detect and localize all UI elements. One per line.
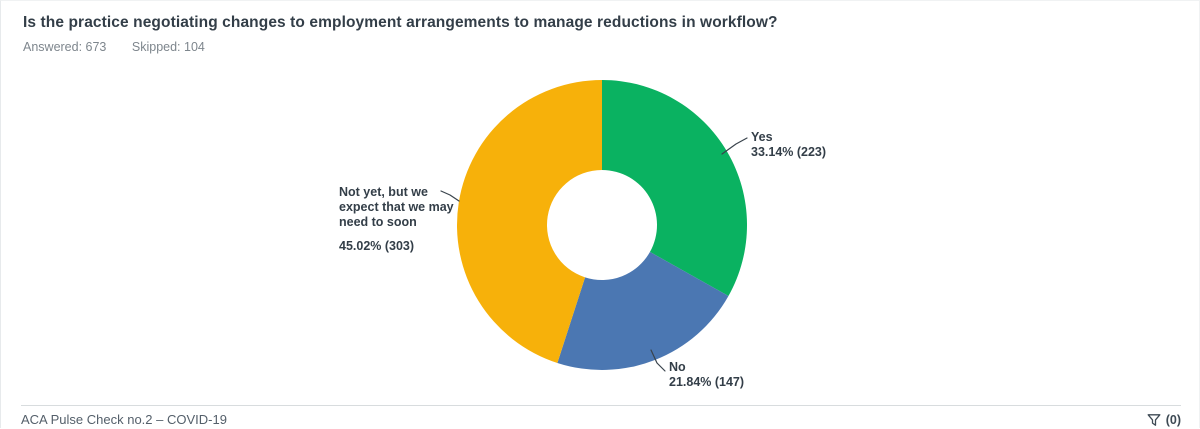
leader-line-not-yet — [440, 190, 460, 202]
funnel-icon — [1147, 413, 1161, 427]
footer: ACA Pulse Check no.2 – COVID-19 (0) — [21, 405, 1181, 427]
response-stats: Answered: 673 Skipped: 104 — [23, 40, 205, 54]
filter-button[interactable]: (0) — [1147, 413, 1181, 427]
donut-slice-not-yet-but-we-expect-th[interactable] — [457, 80, 602, 363]
donut-slices — [457, 80, 748, 371]
slice-value: 21.84% (147) — [669, 375, 745, 389]
slice-name: Not yet, but we expect that we may need … — [339, 185, 454, 229]
slice-label-no: No 21.84% (147) — [669, 360, 744, 390]
filter-count: (0) — [1165, 412, 1181, 427]
slice-label-not-yet: Not yet, but we expect that we may need … — [339, 185, 463, 254]
donut-slice-no[interactable] — [557, 251, 729, 371]
question-title: Is the practice negotiating changes to e… — [23, 14, 778, 31]
skipped-count: Skipped: 104 — [131, 40, 205, 54]
slice-name: Yes — [751, 130, 773, 144]
slice-value: 45.02% (303) — [339, 239, 415, 253]
leader-line-no — [650, 349, 666, 372]
slice-name: No — [669, 360, 686, 374]
slice-value: 33.14% (223) — [751, 145, 827, 159]
donut-slice-yes[interactable] — [602, 80, 748, 296]
survey-source-label: ACA Pulse Check no.2 – COVID-19 — [21, 412, 227, 427]
leader-line-yes — [721, 137, 748, 155]
slice-label-yes: Yes 33.14% (223) — [751, 130, 826, 160]
answered-count: Answered: 673 — [23, 40, 107, 54]
